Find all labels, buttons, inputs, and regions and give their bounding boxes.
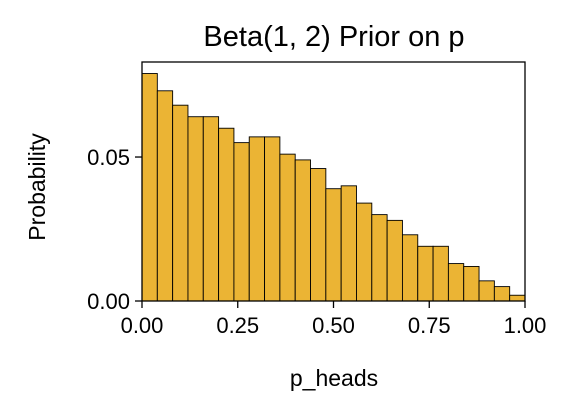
histogram-bar bbox=[264, 136, 281, 302]
x-tick-label: 0.00 bbox=[121, 313, 164, 338]
x-tick-label: 0.25 bbox=[216, 313, 259, 338]
histogram-bar bbox=[386, 219, 403, 302]
histogram-bar bbox=[218, 127, 235, 302]
histogram-bar bbox=[509, 294, 526, 302]
histogram-bar bbox=[202, 116, 220, 302]
histogram-bar bbox=[172, 104, 189, 302]
x-ticks-group: 0.00 0.25 0.50 0.75 1.00 bbox=[121, 301, 547, 338]
histogram-bar bbox=[310, 168, 327, 302]
y-axis-label: Probability bbox=[24, 133, 50, 241]
x-tick-label: 0.50 bbox=[312, 313, 355, 338]
histogram-bar bbox=[325, 188, 342, 302]
x-tick-label: 1.00 bbox=[504, 313, 547, 338]
histogram-bar bbox=[156, 90, 174, 302]
histogram-bar bbox=[371, 214, 388, 302]
plot-frame bbox=[141, 61, 526, 302]
histogram-bar bbox=[294, 159, 311, 302]
histogram-bar bbox=[187, 116, 204, 302]
histogram-bar bbox=[478, 280, 495, 302]
histogram-bar bbox=[141, 73, 158, 302]
y-tick-label: 0.00 bbox=[87, 289, 130, 314]
histogram-bar bbox=[340, 185, 357, 302]
histogram-bar bbox=[493, 286, 511, 302]
y-ticks-group: 0.00 0.05 bbox=[87, 145, 142, 314]
chart-title: Beta(1, 2) Prior on p bbox=[203, 21, 464, 53]
bars-group bbox=[141, 73, 526, 302]
histogram-bar bbox=[356, 202, 373, 302]
x-tick-label: 0.75 bbox=[408, 313, 451, 338]
histogram-bar bbox=[447, 263, 465, 302]
histogram-bar bbox=[401, 234, 419, 302]
histogram-bar bbox=[463, 265, 480, 302]
histogram-bar bbox=[417, 245, 434, 302]
histogram-bar bbox=[248, 136, 266, 302]
histogram-bar bbox=[233, 142, 250, 302]
histogram-bar bbox=[432, 245, 449, 302]
x-axis-label: p_heads bbox=[290, 365, 378, 391]
y-tick-label: 0.05 bbox=[87, 145, 130, 170]
histogram-bar bbox=[279, 153, 296, 302]
